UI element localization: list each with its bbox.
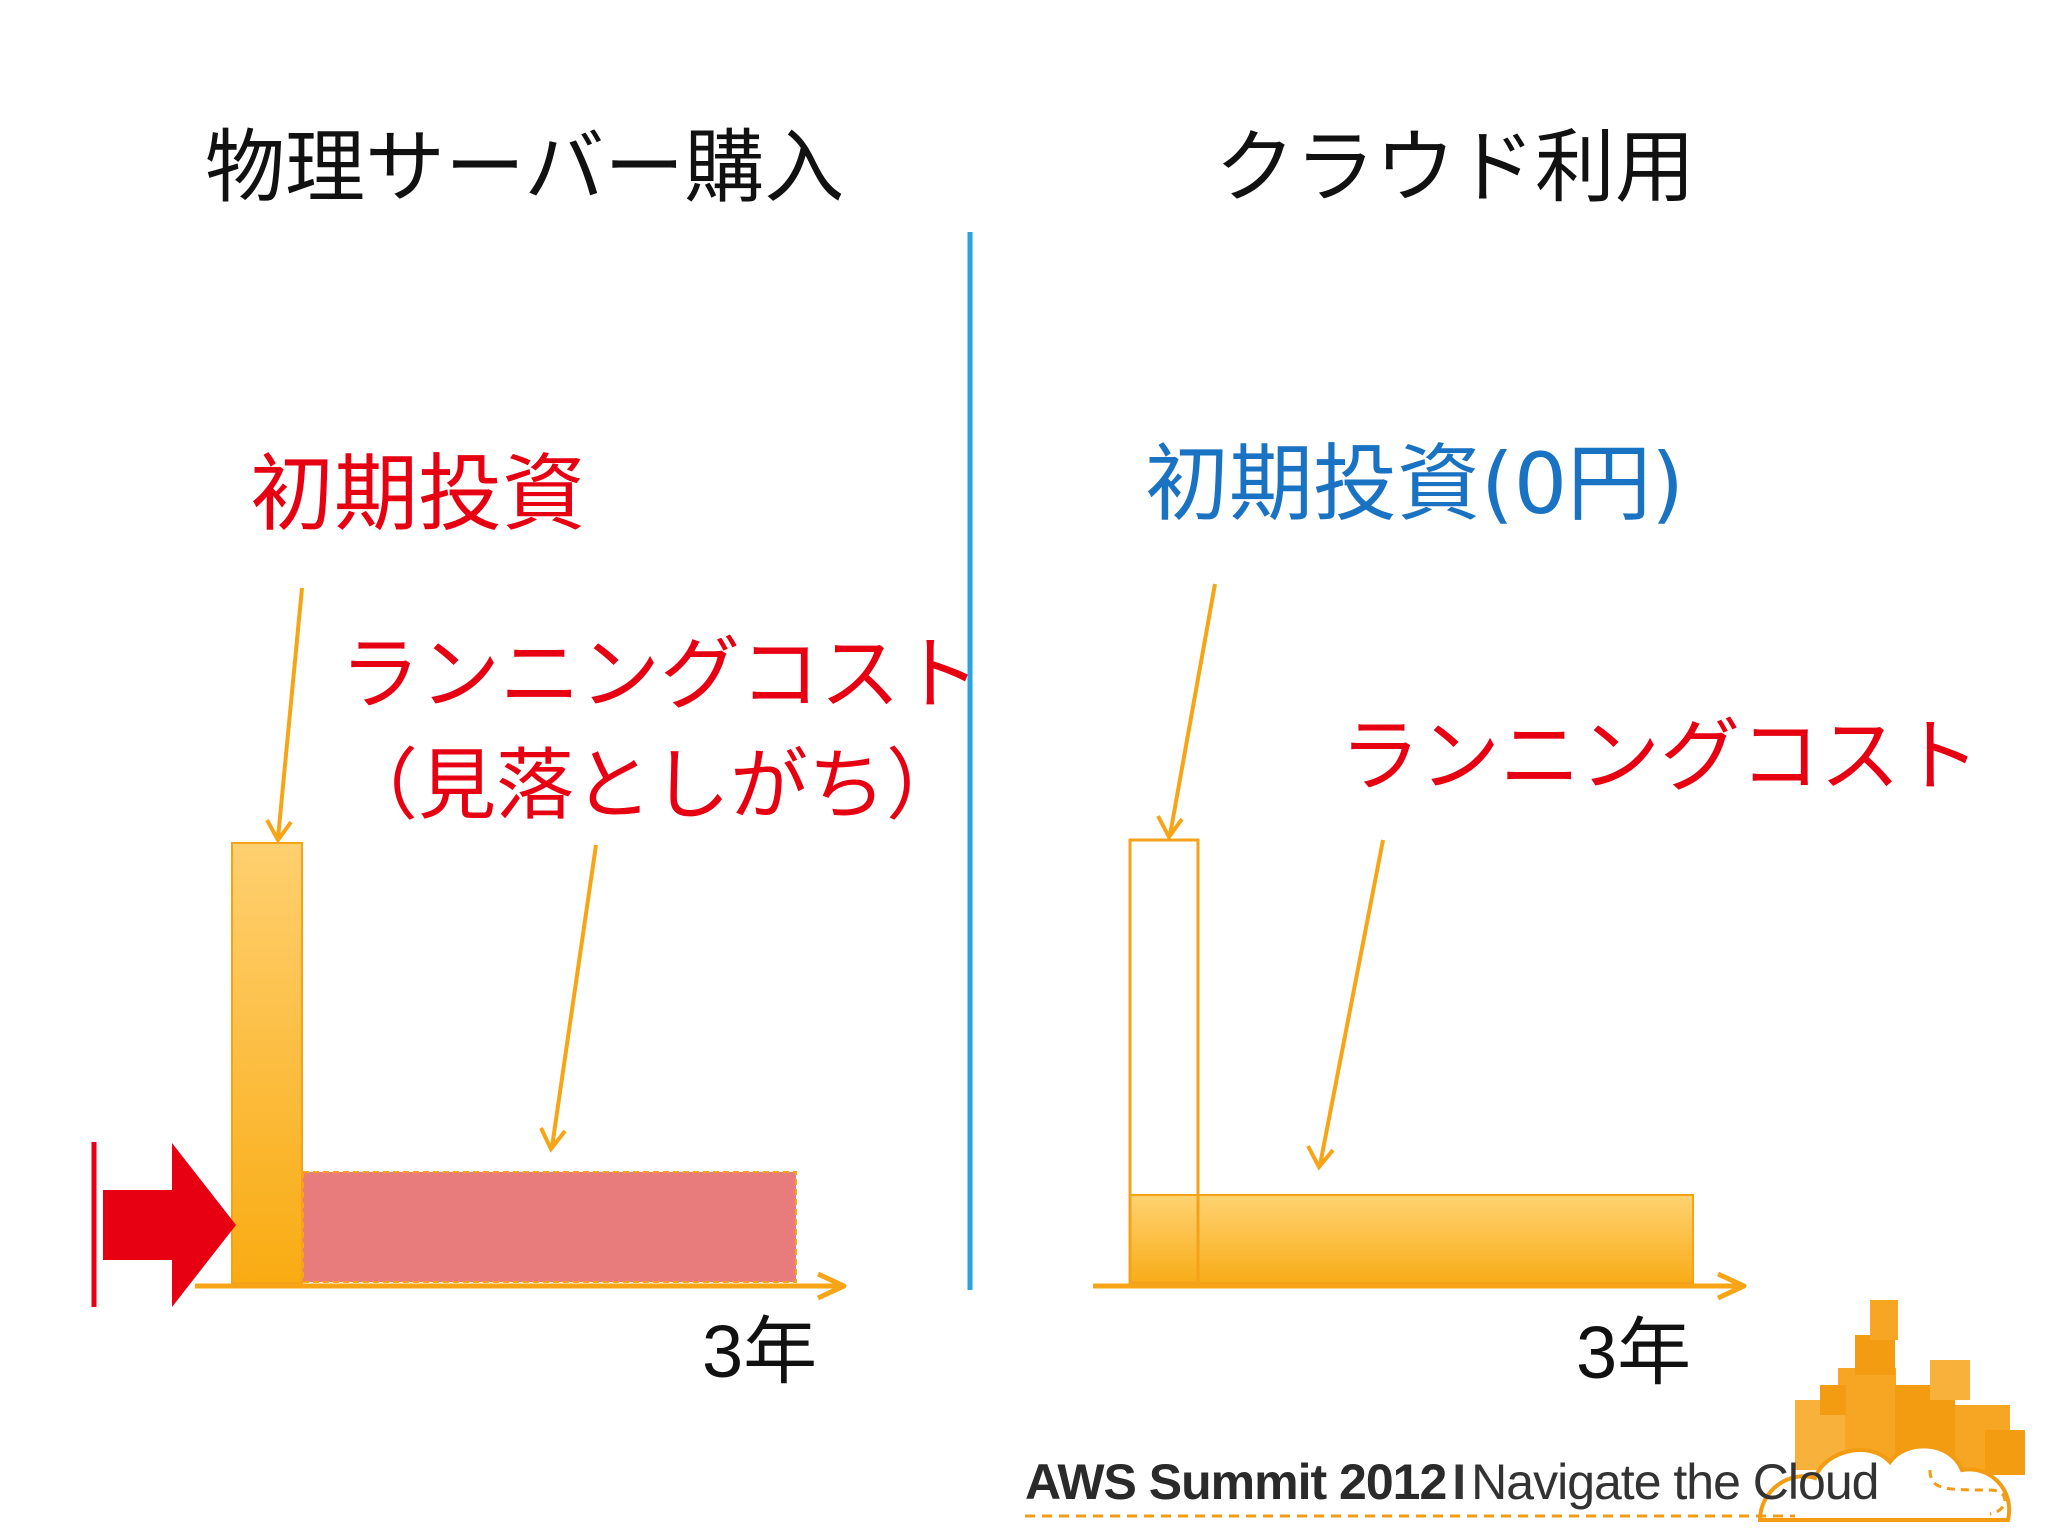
left-initial-investment-pointer	[265, 587, 304, 844]
right-running-cost-label: ランニングコスト	[1340, 710, 1980, 803]
left-running-cost-label: ランニングコスト	[340, 628, 980, 721]
left-x-axis-label: 3年	[702, 1310, 818, 1393]
start-arrow-icon	[103, 1143, 236, 1307]
footer-branding: AWS Summit 2012 I Navigate the Cloud	[1025, 1454, 1879, 1510]
right-initial-investment-label: 初期投資(0円)	[1145, 435, 1684, 533]
right-running-cost-bar	[1129, 1194, 1694, 1284]
right-x-axis-arrow	[1093, 1271, 1747, 1301]
left-running-cost-note: （見落としがち）	[340, 741, 965, 831]
left-panel-title: 物理サーバー購入	[205, 121, 845, 214]
left-initial-investment-label: 初期投資	[250, 445, 587, 543]
right-x-axis-label: 3年	[1576, 1311, 1692, 1394]
right-panel-title: クラウド利用	[1215, 121, 1695, 214]
aws-summit-city-logo	[1757, 1300, 2025, 1522]
right-running-cost-pointer	[1306, 839, 1385, 1171]
footer-event-name: AWS Summit 2012	[1025, 1454, 1447, 1510]
right-initial-investment-bar-empty	[1128, 838, 1200, 1285]
left-initial-investment-bar	[231, 842, 303, 1284]
left-running-cost-bar	[302, 1171, 797, 1283]
left-x-axis-arrow	[195, 1271, 847, 1301]
footer-tagline: Navigate the Cloud	[1471, 1454, 1879, 1510]
left-running-cost-pointer	[539, 844, 598, 1153]
footer-separator: I	[1452, 1454, 1466, 1510]
right-initial-investment-pointer	[1156, 583, 1217, 841]
